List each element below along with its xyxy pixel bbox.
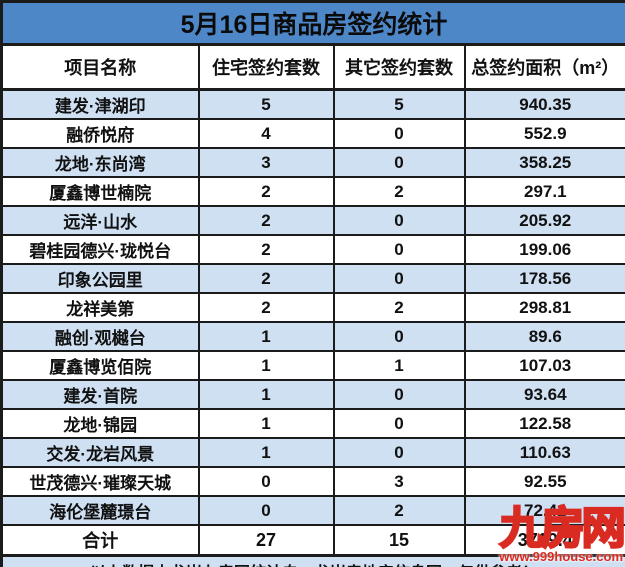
residential-count-cell: 3 <box>197 147 335 178</box>
project-name-cell: 印象公园里 <box>0 263 200 294</box>
table-row: 远洋·山水 2 0 205.92 <box>0 205 625 236</box>
total-area-cell: 93.64 <box>463 379 625 410</box>
col-header-total-area: 总签约面积（m²） <box>463 43 625 91</box>
total-area-cell: 205.92 <box>463 205 625 236</box>
residential-count-cell: 0 <box>197 495 335 526</box>
other-count-cell: 0 <box>332 205 466 236</box>
other-count-cell: 2 <box>332 176 466 207</box>
project-name-cell: 远洋·山水 <box>0 205 200 236</box>
residential-count-cell: 1 <box>197 321 335 352</box>
table-row: 世茂德兴·璀璨天城 0 3 92.55 <box>0 466 625 497</box>
other-count-cell: 1 <box>332 350 466 381</box>
residential-count-cell: 2 <box>197 205 335 236</box>
total-area-cell: 110.63 <box>463 437 625 468</box>
residential-count-cell: 1 <box>197 437 335 468</box>
residential-count-cell: 2 <box>197 234 335 265</box>
project-name-cell: 融创·观樾台 <box>0 321 200 352</box>
project-name-cell: 建发·津湖印 <box>0 88 200 120</box>
other-count-cell: 0 <box>332 147 466 178</box>
project-name-cell: 世茂德兴·璀璨天城 <box>0 466 200 497</box>
residential-count-cell: 2 <box>197 263 335 294</box>
other-count-cell: 0 <box>332 234 466 265</box>
table-row: 融创·观樾台 1 0 89.6 <box>0 321 625 352</box>
other-count-cell: 0 <box>332 379 466 410</box>
project-name-cell: 建发·首院 <box>0 379 200 410</box>
total-area-cell: 552.9 <box>463 118 625 149</box>
col-header-project-name: 项目名称 <box>0 43 200 91</box>
other-count-cell: 2 <box>332 495 466 526</box>
page-title: 5月16日商品房签约统计 <box>0 0 625 46</box>
other-count-cell: 0 <box>332 408 466 439</box>
residential-count-cell: 1 <box>197 408 335 439</box>
residential-count-cell: 0 <box>197 466 335 497</box>
total-area-cell: 358.25 <box>463 147 625 178</box>
other-count-cell: 0 <box>332 263 466 294</box>
table-row: 建发·首院 1 0 93.64 <box>0 379 625 410</box>
total-area-cell: 89.6 <box>463 321 625 352</box>
project-name-cell: 厦鑫博世楠院 <box>0 176 200 207</box>
other-count-cell: 0 <box>332 321 466 352</box>
residential-count-cell: 2 <box>197 176 335 207</box>
total-residential-cell: 27 <box>197 524 335 557</box>
other-count-cell: 5 <box>332 88 466 120</box>
project-name-cell: 厦鑫博览佰院 <box>0 350 200 381</box>
table-row: 碧桂园德兴·珑悦台 2 0 199.06 <box>0 234 625 265</box>
residential-count-cell: 5 <box>197 88 335 120</box>
total-area-cell: 107.03 <box>463 350 625 381</box>
total-area-cell: 298.81 <box>463 292 625 323</box>
total-label-cell: 合计 <box>0 524 200 557</box>
table-row: 融侨悦府 4 0 552.9 <box>0 118 625 149</box>
residential-count-cell: 1 <box>197 350 335 381</box>
total-area-cell: 178.56 <box>463 263 625 294</box>
project-name-cell: 龙祥美第 <box>0 292 200 323</box>
project-name-cell: 融侨悦府 <box>0 118 200 149</box>
total-row: 合计 27 15 3719.4 <box>0 524 625 557</box>
table-row: 厦鑫博世楠院 2 2 297.1 <box>0 176 625 207</box>
footnote-row: 以上数据由龙岩九房网统计自：龙岩房地产信息网，仅供参考！ <box>0 554 625 567</box>
project-name-cell: 龙地·锦园 <box>0 408 200 439</box>
table-row: 龙祥美第 2 2 298.81 <box>0 292 625 323</box>
table-row: 龙地·锦园 1 0 122.58 <box>0 408 625 439</box>
total-area-cell: 940.35 <box>463 88 625 120</box>
table-row: 龙地·东尚湾 3 0 358.25 <box>0 147 625 178</box>
col-header-residential-units: 住宅签约套数 <box>197 43 335 91</box>
total-area-cell: 72.42 <box>463 495 625 526</box>
other-count-cell: 2 <box>332 292 466 323</box>
total-area-cell: 92.55 <box>463 466 625 497</box>
total-area-cell: 297.1 <box>463 176 625 207</box>
project-name-cell: 交发·龙岩风景 <box>0 437 200 468</box>
other-count-cell: 0 <box>332 437 466 468</box>
total-area-cell: 199.06 <box>463 234 625 265</box>
other-count-cell: 3 <box>332 466 466 497</box>
project-name-cell: 龙地·东尚湾 <box>0 147 200 178</box>
total-area-cell: 122.58 <box>463 408 625 439</box>
other-count-cell: 0 <box>332 118 466 149</box>
project-name-cell: 碧桂园德兴·珑悦台 <box>0 234 200 265</box>
table-row: 海伦堡麓璟台 0 2 72.42 <box>0 495 625 526</box>
project-name-cell: 海伦堡麓璟台 <box>0 495 200 526</box>
table-row: 厦鑫博览佰院 1 1 107.03 <box>0 350 625 381</box>
residential-count-cell: 4 <box>197 118 335 149</box>
total-other-cell: 15 <box>332 524 466 557</box>
footnote-text: 以上数据由龙岩九房网统计自：龙岩房地产信息网，仅供参考！ <box>0 554 625 567</box>
residential-count-cell: 2 <box>197 292 335 323</box>
total-area-sum-cell: 3719.4 <box>463 524 625 557</box>
table-row: 建发·津湖印 5 5 940.35 <box>0 88 625 120</box>
col-header-other-units: 其它签约套数 <box>332 43 466 91</box>
residential-count-cell: 1 <box>197 379 335 410</box>
table-row: 印象公园里 2 0 178.56 <box>0 263 625 294</box>
table-row: 交发·龙岩风景 1 0 110.63 <box>0 437 625 468</box>
title-row: 5月16日商品房签约统计 <box>0 0 625 46</box>
column-header-row: 项目名称 住宅签约套数 其它签约套数 总签约面积（m²） <box>0 43 625 91</box>
